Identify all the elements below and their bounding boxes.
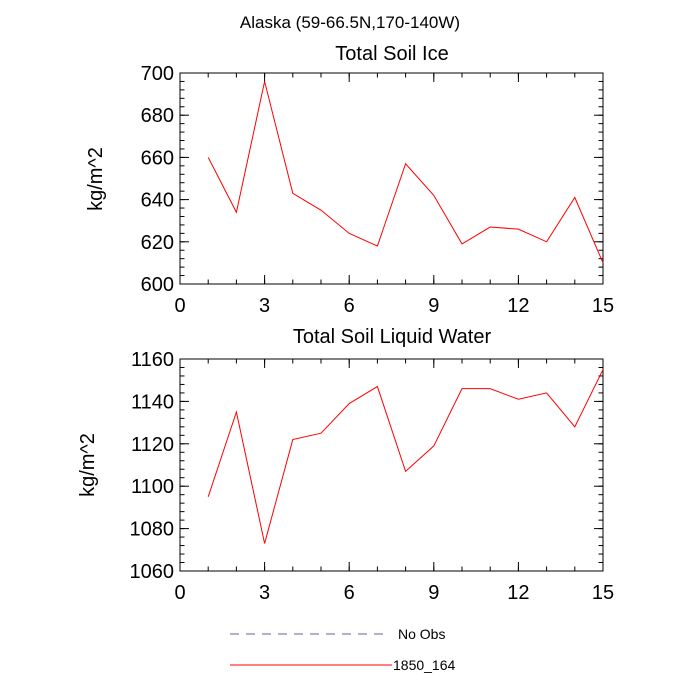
x-tick-label: 6 (344, 295, 355, 317)
x-tick-label: 6 (344, 582, 355, 604)
y-tick-label: 700 (141, 63, 174, 85)
legend: No Obs 1850_164 (230, 626, 456, 673)
x-tick-label: 9 (428, 582, 439, 604)
panel-title: Total Soil Liquid Water (293, 326, 492, 348)
y-tick-label: 640 (141, 190, 174, 212)
x-tick-label: 12 (507, 582, 529, 604)
panel-soil-liquid-water: Total Soil Liquid Water kg/m^2 0 3 6 9 12 15 1… (77, 326, 614, 604)
x-tick-label: 3 (259, 582, 270, 604)
y-tick-label: 600 (141, 274, 174, 296)
series (207, 369, 604, 544)
ticks: 0 3 6 9 12 15 1060 1080 1100 1120 1140 1160 (130, 349, 615, 604)
x-tick-label: 3 (259, 295, 270, 317)
x-tick-label: 15 (592, 295, 614, 317)
x-tick-label: 12 (507, 295, 529, 317)
panel-soil-ice: Total Soil Ice kg/m^2 0 3 6 9 12 15 600 620 640 6… (85, 43, 614, 317)
y-tick-label: 1060 (130, 561, 175, 583)
x-tick-label: 15 (592, 582, 614, 604)
y-tick-label: 680 (141, 105, 174, 127)
y-axis-label: kg/m^2 (77, 433, 99, 497)
y-tick-label: 1100 (131, 476, 174, 498)
y-axis-label: kg/m^2 (85, 147, 107, 211)
y-tick-label: 660 (141, 147, 174, 169)
legend-label-no-obs: No Obs (398, 626, 445, 642)
plot-frame (179, 358, 604, 572)
panel-title: Total Soil Ice (335, 43, 448, 65)
plot-frame (179, 72, 604, 285)
x-tick-label: 0 (174, 295, 185, 317)
y-tick-label: 1120 (131, 434, 174, 456)
series (207, 81, 604, 264)
ticks: 0 3 6 9 12 15 600 620 640 660 680 700 (141, 63, 615, 317)
series-line (207, 369, 604, 544)
y-tick-label: 1080 (130, 519, 175, 541)
x-tick-label: 0 (174, 582, 185, 604)
figure-title: Alaska (59-66.5N,170-140W) (240, 13, 460, 32)
legend-label-series: 1850_164 (393, 657, 456, 673)
x-tick-label: 9 (428, 295, 439, 317)
y-tick-label: 620 (141, 232, 174, 254)
series-line (207, 81, 604, 264)
y-tick-label: 1160 (131, 349, 174, 371)
y-tick-label: 1140 (131, 391, 174, 413)
